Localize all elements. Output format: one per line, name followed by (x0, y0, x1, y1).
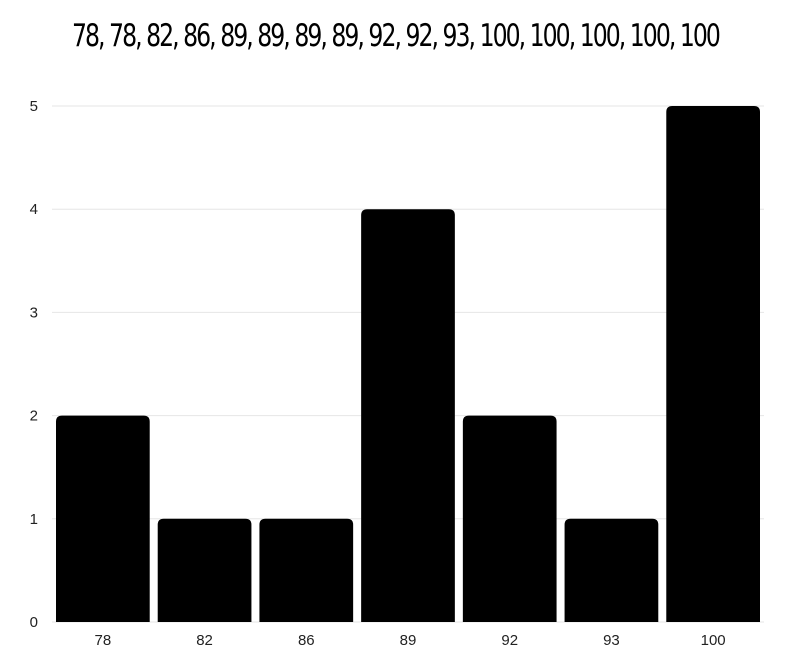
bar-89 (361, 209, 455, 622)
x-tick-label: 82 (196, 632, 213, 649)
x-tick-label: 89 (400, 632, 417, 649)
y-tick-label: 0 (30, 614, 38, 631)
y-tick-label: 2 (30, 408, 38, 425)
x-tick-label: 93 (603, 632, 620, 649)
x-tick-label: 78 (95, 632, 112, 649)
y-tick-label: 5 (30, 98, 38, 115)
bar-93 (564, 518, 659, 622)
x-tick-label: 92 (501, 632, 518, 649)
x-tick-label: 86 (298, 632, 315, 649)
y-axis-ticks: 0 1 2 3 4 5 (30, 98, 38, 631)
x-tick-label: 100 (701, 632, 726, 649)
bars (56, 106, 760, 622)
bar-100 (666, 106, 760, 622)
bar-78 (56, 415, 150, 622)
y-tick-label: 3 (30, 304, 38, 321)
bar-86 (259, 518, 354, 622)
y-tick-label: 1 (30, 511, 38, 528)
bar-82 (157, 518, 252, 622)
x-axis-ticks: 78 82 86 89 92 93 100 (95, 632, 726, 649)
bar-92 (462, 415, 557, 622)
y-tick-label: 4 (30, 201, 38, 218)
